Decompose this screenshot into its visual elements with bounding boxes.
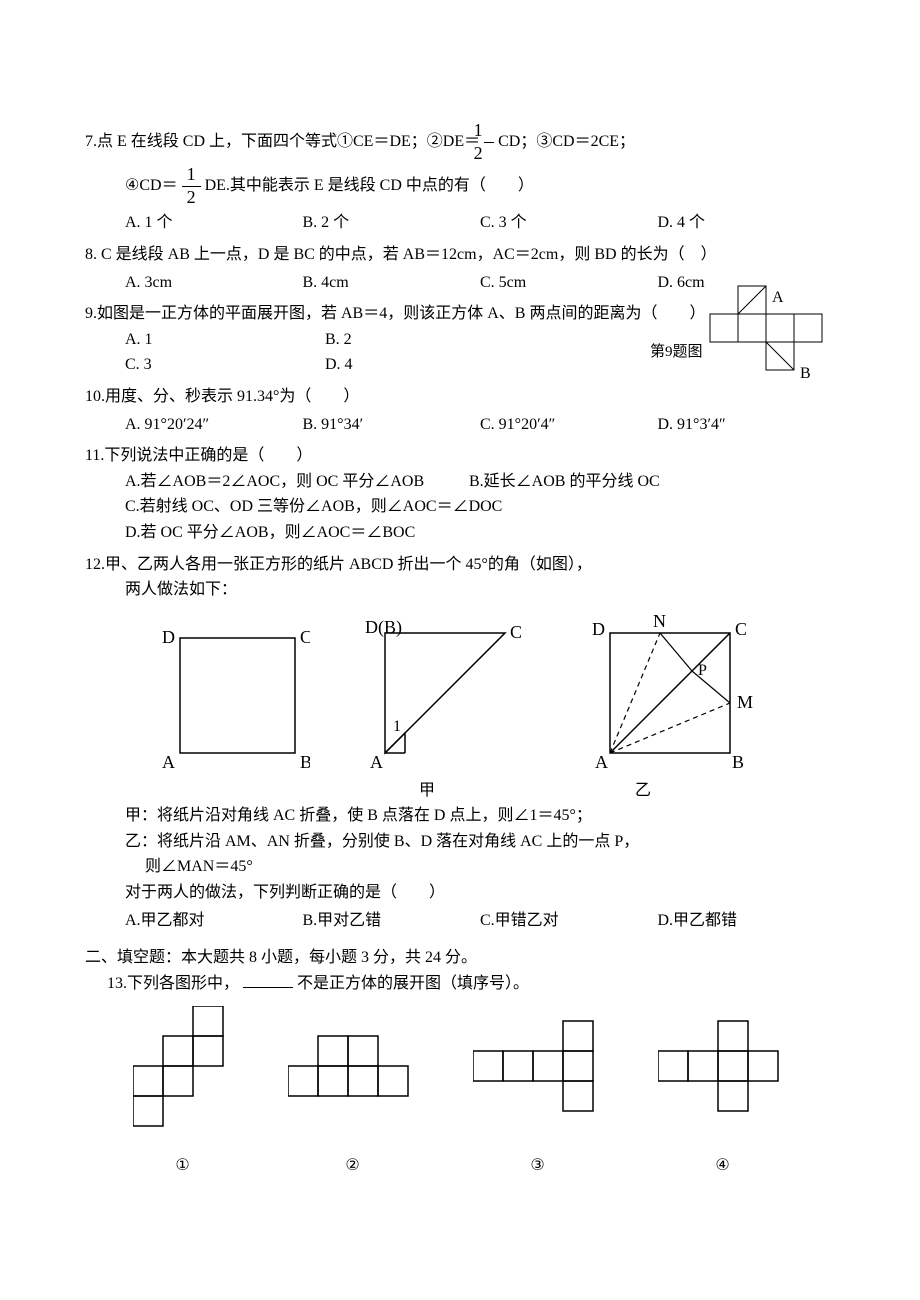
q11-text: 11.下列说法中正确的是（ ）	[107, 443, 835, 469]
q10-options: A. 91°20′24″ B. 91°34′ C. 91°20′4″ D. 91…	[125, 412, 835, 438]
q12-jia: 甲：将纸片沿对角线 AC 折叠，使 B 点落在 D 点上，则∠1＝45°；	[125, 803, 835, 829]
q8-opt-b: B. 4cm	[303, 270, 481, 296]
q7-b: CD；③CD＝2CE；	[498, 133, 635, 150]
svg-text:1: 1	[393, 718, 401, 735]
q12-options: A.甲乙都对 B.甲对乙错 C.甲错乙对 D.甲乙都错	[125, 908, 835, 934]
q7-options: A. 1 个 B. 2 个 C. 3 个 D. 4 个	[125, 210, 835, 236]
q10-opt-c: C. 91°20′4″	[480, 412, 658, 438]
q12-captions: 甲 乙	[235, 778, 835, 804]
q9-opt-c: C. 3	[125, 352, 325, 378]
q12-opt-b: B.甲对乙错	[303, 908, 481, 934]
svg-text:A: A	[595, 752, 608, 772]
svg-text:A: A	[370, 752, 383, 772]
q9-opt-b: B. 2	[325, 327, 525, 353]
q13-label-2: ②	[288, 1153, 418, 1179]
question-9: 9.如图是一正方体的平面展开图，若 AB＝4，则该正方体 A、B 两点间的距离为…	[85, 301, 835, 378]
q12-opt-d: D.甲乙都错	[658, 908, 836, 934]
q12-judge: 对于两人的做法，下列判断正确的是（ ）	[125, 880, 835, 906]
svg-text:N: N	[653, 613, 666, 631]
q8-text: 8. C 是线段 AB 上一点，D 是 BC 的中点，若 AB＝12cm，AC＝…	[107, 242, 835, 268]
q9-opt-a: A. 1	[125, 327, 325, 353]
section-2-header: 二、填空题：本大题共 8 小题，每小题 3 分，共 24 分。	[85, 945, 835, 971]
q13-label-3: ③	[473, 1153, 603, 1179]
svg-text:C: C	[510, 622, 522, 642]
q7-sub: ④CD＝ 1 2 DE.其中能表示 E 是线段 CD 中点的有（ ）	[125, 164, 835, 208]
q11-a: A.若∠AOB＝2∠AOC，则 OC 平分∠AOB	[125, 469, 465, 495]
q13-label-1: ①	[133, 1153, 233, 1179]
q10-opt-b: B. 91°34′	[303, 412, 481, 438]
q12-cap-jia: 甲	[419, 778, 435, 804]
svg-text:B: B	[732, 752, 744, 772]
q7-opt-c: C. 3 个	[480, 210, 658, 236]
q13-fig3: ③	[473, 1006, 603, 1178]
question-13: 13.下列各图形中， 不是正方体的展开图（填序号）。 ① ② ③ ④	[85, 971, 835, 1179]
q13-blank	[243, 972, 293, 988]
q12-opt-a: A.甲乙都对	[125, 908, 303, 934]
q13-a: 13.下列各图形中，	[107, 975, 239, 992]
q13-label-4: ④	[658, 1153, 788, 1179]
q12-yi1: 乙：将纸片沿 AM、AN 折叠，分别使 B、D 落在对角线 AC 上的一点 P，	[125, 829, 835, 855]
q11-d: D.若 OC 平分∠AOB，则∠AOC＝∠BOC	[125, 520, 835, 546]
q7-sub-b: DE.其中能表示 E 是线段 CD 中点的有（ ）	[205, 177, 534, 194]
q9-label-b: B	[800, 365, 811, 381]
q13-text: 13.下列各图形中， 不是正方体的展开图（填序号）。	[107, 971, 835, 997]
svg-text:D: D	[162, 627, 175, 647]
q10-opt-d: D. 91°3′4″	[658, 412, 836, 438]
q12-yi2: 则∠MAN＝45°	[145, 854, 835, 880]
q7-opt-d: D. 4 个	[658, 210, 836, 236]
question-7: 7.点 E 在线段 CD 上，下面四个等式①CE＝DE；②DE＝ 1 2 CD；…	[85, 120, 835, 236]
q12-figures: D C A B D(B) C A 1 D N C P M A	[85, 613, 835, 773]
fraction-half-1: 1 2	[484, 120, 494, 164]
svg-text:A: A	[162, 752, 175, 772]
q7-opt-a: A. 1 个	[125, 210, 303, 236]
question-12: 12.甲、乙两人各用一张正方形的纸片 ABCD 折出一个 45°的角（如图）， …	[85, 552, 835, 934]
svg-text:B: B	[300, 752, 310, 772]
q9-label-a: A	[772, 289, 784, 306]
q8-opt-c: C. 5cm	[480, 270, 658, 296]
svg-text:C: C	[300, 627, 310, 647]
question-11: 11.下列说法中正确的是（ ） A.若∠AOB＝2∠AOC，则 OC 平分∠AO…	[85, 443, 835, 545]
q11-row1: A.若∠AOB＝2∠AOC，则 OC 平分∠AOB B.延长∠AOB 的平分线 …	[125, 469, 835, 495]
svg-text:M: M	[737, 692, 753, 712]
q7-text: 7.点 E 在线段 CD 上，下面四个等式①CE＝DE；②DE＝ 1 2 CD；…	[107, 120, 835, 164]
question-10: 10.用度、分、秒表示 91.34°为（ ） A. 91°20′24″ B. 9…	[85, 384, 835, 437]
q9-opt-d: D. 4	[325, 352, 525, 378]
svg-text:C: C	[735, 619, 747, 639]
q8-opt-a: A. 3cm	[125, 270, 303, 296]
q12-fig2: D(B) C A 1	[365, 613, 535, 773]
q12-sub: 两人做法如下：	[125, 577, 835, 603]
q12-fig1: D C A B	[160, 613, 310, 773]
q11-c: C.若射线 OC、OD 三等份∠AOB，则∠AOC＝∠DOC	[125, 494, 835, 520]
q13-b: 不是正方体的展开图（填序号）。	[297, 975, 529, 992]
fraction-half-2: 1 2	[182, 164, 201, 208]
q13-fig4: ④	[658, 1006, 788, 1178]
q12-cap-yi: 乙	[635, 778, 651, 804]
q12-text: 12.甲、乙两人各用一张正方形的纸片 ABCD 折出一个 45°的角（如图），	[107, 552, 835, 578]
q7-opt-b: B. 2 个	[303, 210, 481, 236]
q11-b: B.延长∠AOB 的平分线 OC	[469, 473, 660, 490]
q9-figure: A B 第9题图	[650, 281, 840, 381]
q12-opt-c: C.甲错乙对	[480, 908, 658, 934]
svg-text:D(B): D(B)	[365, 617, 402, 638]
q13-figures: ① ② ③ ④	[105, 1006, 815, 1178]
svg-text:P: P	[698, 662, 707, 679]
q10-opt-a: A. 91°20′24″	[125, 412, 303, 438]
q13-fig1: ①	[133, 1006, 233, 1178]
q7-sub-a: ④CD＝	[125, 177, 178, 194]
svg-text:D: D	[592, 619, 605, 639]
q9-caption: 第9题图	[650, 342, 703, 360]
q10-text: 10.用度、分、秒表示 91.34°为（ ）	[107, 384, 835, 410]
q7-a: 7.点 E 在线段 CD 上，下面四个等式①CE＝DE；②DE＝	[85, 133, 480, 150]
q13-fig2: ②	[288, 1006, 418, 1178]
q12-fig3: D N C P M A B	[590, 613, 760, 773]
